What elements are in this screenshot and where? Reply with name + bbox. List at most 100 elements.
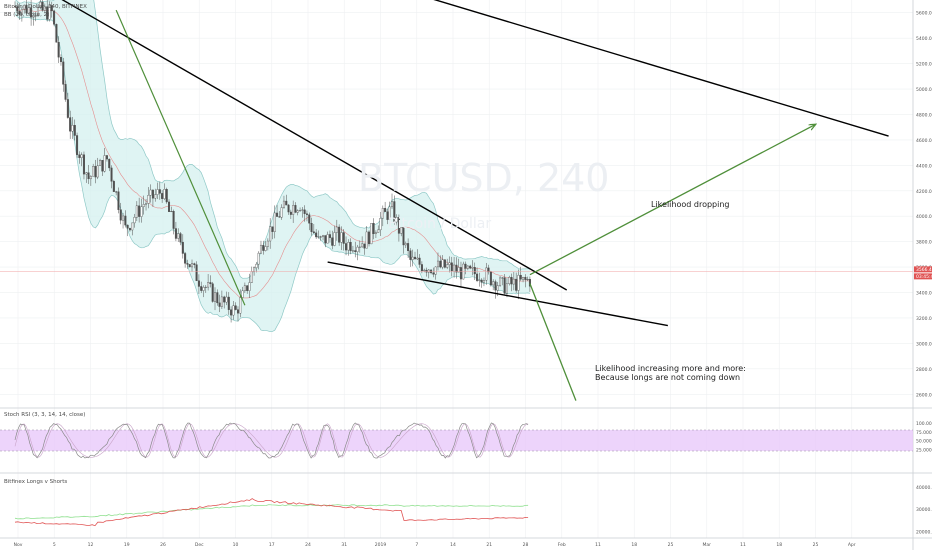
- candle-body: [282, 200, 285, 208]
- candle-body: [487, 267, 490, 273]
- candle-body: [404, 243, 407, 246]
- candle-body: [391, 201, 394, 208]
- candle-body: [168, 201, 171, 212]
- candle-body: [519, 274, 522, 280]
- candle-body: [257, 252, 260, 265]
- candle-body: [276, 212, 279, 217]
- bb-legend[interactable]: BB (20, close, 2): [4, 12, 50, 18]
- candle-body: [156, 189, 159, 195]
- trendline-2: [433, 0, 889, 137]
- bb-upper-band: [15, 0, 530, 279]
- annotation-likelihood-dropping[interactable]: Likelihood dropping: [651, 200, 730, 209]
- candle-body: [324, 235, 327, 244]
- candle-body: [151, 189, 154, 199]
- stoch-rsi-band: [0, 430, 913, 451]
- candle-body: [308, 214, 311, 224]
- candle-body: [310, 223, 313, 232]
- candle-body: [131, 222, 134, 231]
- candle-body: [482, 280, 485, 283]
- candle-body: [64, 84, 67, 100]
- candle-body: [384, 208, 387, 212]
- candle-body: [80, 154, 83, 158]
- candle-body: [517, 274, 520, 291]
- candle-body: [158, 189, 161, 194]
- candle-body: [347, 242, 350, 251]
- candle-body: [349, 242, 352, 252]
- candle-body: [96, 165, 99, 178]
- shorts-line: [14, 498, 529, 527]
- candle-body: [216, 292, 219, 304]
- candle-body: [133, 217, 136, 224]
- candle-body: [395, 217, 398, 223]
- annotation-longs-not-coming-down[interactable]: Because longs are not coming down: [595, 373, 741, 382]
- trendline-1: [327, 261, 669, 327]
- candle-body: [232, 305, 235, 316]
- time-axis-label: Apr: [848, 542, 856, 548]
- price-axis-label: 3000.0: [916, 341, 932, 347]
- price-axis-label: 4200.0: [916, 189, 932, 195]
- longs-line: [14, 504, 529, 520]
- candle-body: [526, 279, 529, 281]
- time-axis-label: 11: [595, 542, 601, 548]
- stoch-rsi-legend[interactable]: Stoch RSI (3, 3, 14, 14, close): [4, 412, 86, 418]
- stoch-rsi-axis-label: 100.0000: [916, 421, 932, 427]
- time-axis-label: 31: [341, 542, 347, 548]
- candle-body: [32, 16, 35, 18]
- time-axis-label: 19: [124, 542, 130, 548]
- candle-body: [161, 193, 164, 199]
- candle-body: [99, 160, 102, 166]
- candle-body: [528, 279, 531, 287]
- candle-body: [522, 276, 525, 280]
- candle-body: [41, 1, 44, 11]
- candle-body: [94, 166, 97, 178]
- annotation-likelihood-increasing[interactable]: Likelihood increasing more and more:: [595, 364, 746, 373]
- candle-body: [358, 246, 361, 248]
- candle-body: [280, 207, 283, 218]
- time-axis-label: 18: [776, 542, 782, 548]
- candle-body: [393, 201, 396, 223]
- candle-body: [209, 282, 212, 284]
- candle-body: [230, 309, 233, 316]
- candle-body: [292, 205, 295, 215]
- candle-body: [397, 217, 400, 234]
- stoch-rsi-axis-label: 75.0000: [916, 430, 932, 436]
- symbol-legend[interactable]: Bitcoin / Dollar, 240, BITFINEX: [4, 4, 87, 10]
- candle-body: [278, 216, 281, 218]
- candle-body: [317, 236, 320, 238]
- candle-body: [154, 194, 157, 199]
- candle-body: [13, 6, 17, 8]
- current-price-tag: [914, 266, 932, 273]
- candle-body: [87, 172, 90, 180]
- longs-shorts-legend[interactable]: Bitfinex Longs v Shorts: [4, 479, 68, 485]
- candle-body: [365, 231, 368, 249]
- candle-body: [255, 263, 258, 268]
- arrow-5: [529, 283, 577, 401]
- longs-shorts-axis-label: 20000.0: [916, 530, 932, 536]
- candle-body: [78, 154, 81, 158]
- candle-body: [172, 211, 175, 229]
- candle-body: [322, 235, 325, 238]
- candle-body: [147, 195, 150, 204]
- candle-body: [466, 265, 469, 269]
- candle-body: [234, 305, 237, 310]
- candle-body: [184, 253, 187, 264]
- time-axis-label: Feb: [558, 542, 566, 548]
- candle-body: [418, 257, 421, 265]
- watermark-symbol: BTCUSD, 240: [358, 156, 610, 200]
- candle-body: [259, 244, 262, 254]
- stoch-rsi-axis-label: 50.0000: [916, 439, 932, 445]
- candle-body: [16, 6, 19, 12]
- candle-body: [287, 204, 290, 213]
- candle-body: [512, 278, 515, 285]
- candle-body: [499, 277, 502, 286]
- candles: [13, 0, 531, 323]
- stoch-rsi-k-line: [14, 422, 529, 459]
- candle-body: [340, 232, 343, 243]
- price-axis-label: 5200.0: [916, 62, 932, 68]
- time-axis-label: 11: [740, 542, 746, 548]
- candle-body: [18, 11, 21, 15]
- candle-body: [489, 271, 492, 286]
- candle-body: [165, 189, 168, 203]
